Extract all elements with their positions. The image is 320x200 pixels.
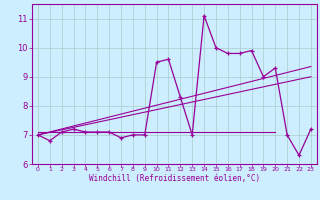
X-axis label: Windchill (Refroidissement éolien,°C): Windchill (Refroidissement éolien,°C) xyxy=(89,174,260,183)
